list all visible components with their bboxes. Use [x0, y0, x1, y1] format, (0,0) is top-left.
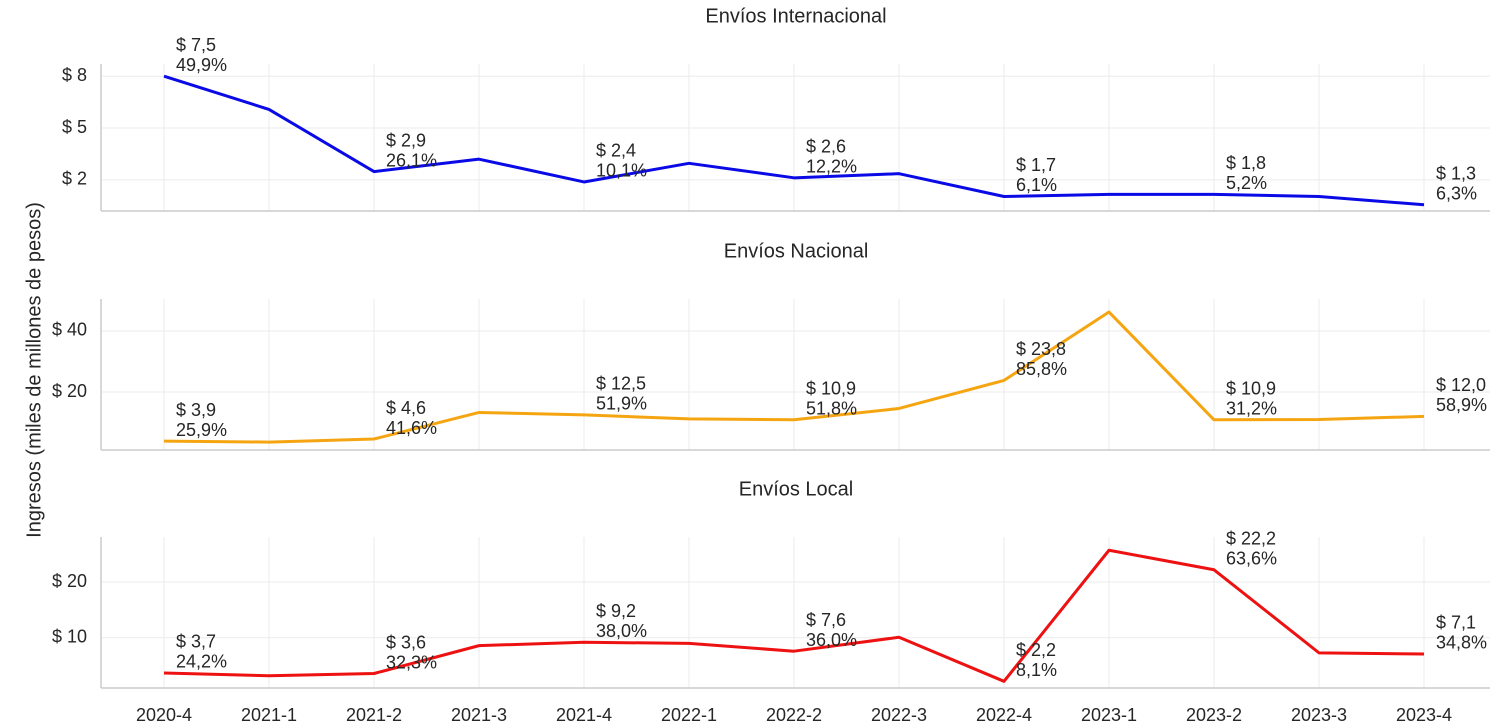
data-label: $ 10,9	[1226, 379, 1276, 399]
change-label: 32,3%	[386, 652, 437, 672]
x-tick-label: 2022-1	[661, 705, 717, 725]
change-label: 51,8%	[806, 399, 857, 419]
x-tick-label: 2021-3	[451, 705, 507, 725]
change-label: 6,3%	[1436, 184, 1477, 204]
data-label: $ 12,5	[596, 374, 646, 394]
x-tick-label: 2021-4	[556, 705, 612, 725]
panel-title: Envíos Local	[739, 478, 854, 500]
panel-title: Envíos Nacional	[724, 240, 869, 262]
data-label: $ 3,6	[386, 632, 426, 652]
change-label: 58,9%	[1436, 395, 1487, 415]
change-label: 8,1%	[1016, 660, 1057, 680]
change-label: 12,2%	[806, 157, 857, 177]
x-tick-label: 2023-1	[1081, 705, 1137, 725]
data-label: $ 1,8	[1226, 153, 1266, 173]
data-label: $ 3,9	[176, 400, 216, 420]
x-tick-label: 2022-4	[976, 705, 1032, 725]
y-tick-label: $ 40	[52, 320, 87, 340]
data-label: $ 10,9	[806, 379, 856, 399]
y-tick-label: $ 20	[52, 381, 87, 401]
data-label: $ 2,4	[596, 141, 636, 161]
data-label: $ 22,2	[1226, 529, 1276, 549]
change-label: 24,2%	[176, 652, 227, 672]
data-label: $ 2,2	[1016, 640, 1056, 660]
change-label: 38,0%	[596, 621, 647, 641]
y-tick-label: $ 10	[52, 627, 87, 647]
x-tick-label: 2023-3	[1291, 705, 1347, 725]
y-tick-label: $ 2	[62, 169, 87, 189]
data-label: $ 3,7	[176, 632, 216, 652]
change-label: 36,0%	[806, 630, 857, 650]
data-label: $ 7,6	[806, 610, 846, 630]
change-label: 34,8%	[1436, 633, 1487, 653]
y-tick-label: $ 5	[62, 117, 87, 137]
change-label: 41,6%	[386, 418, 437, 438]
change-label: 85,8%	[1016, 359, 1067, 379]
data-label: $ 7,5	[176, 35, 216, 55]
data-label: $ 1,3	[1436, 164, 1476, 184]
change-label: 6,1%	[1016, 175, 1057, 195]
data-label: $ 2,6	[806, 137, 846, 157]
x-tick-label: 2023-2	[1186, 705, 1242, 725]
data-label: $ 12,0	[1436, 375, 1486, 395]
line	[163, 548, 1425, 683]
line	[163, 74, 1425, 207]
x-tick-label: 2022-3	[871, 705, 927, 725]
x-tick-label: 2022-2	[766, 705, 822, 725]
x-tick-label: 2023-4	[1396, 705, 1452, 725]
panel-title: Envíos Internacional	[705, 5, 886, 27]
data-label: $ 23,8	[1016, 339, 1066, 359]
change-label: 49,9%	[176, 55, 227, 75]
line	[163, 310, 1425, 444]
change-label: 10,1%	[596, 161, 647, 181]
data-label: $ 4,6	[386, 398, 426, 418]
data-label: $ 9,2	[596, 601, 636, 621]
y-axis-label: Ingresos (miles de millones de pesos)	[23, 202, 45, 538]
y-tick-label: $ 8	[62, 65, 87, 85]
change-label: 51,9%	[596, 394, 647, 414]
y-tick-label: $ 20	[52, 571, 87, 591]
change-label: 31,2%	[1226, 399, 1277, 419]
change-label: 63,6%	[1226, 549, 1277, 569]
change-label: 5,2%	[1226, 173, 1267, 193]
data-label: $ 7,1	[1436, 613, 1476, 633]
x-tick-label: 2020-4	[136, 705, 192, 725]
x-tick-label: 2021-1	[241, 705, 297, 725]
change-label: 26,1%	[386, 150, 437, 170]
data-label: $ 1,7	[1016, 155, 1056, 175]
change-label: 25,9%	[176, 420, 227, 440]
x-tick-label: 2021-2	[346, 705, 402, 725]
data-label: $ 2,9	[386, 130, 426, 150]
